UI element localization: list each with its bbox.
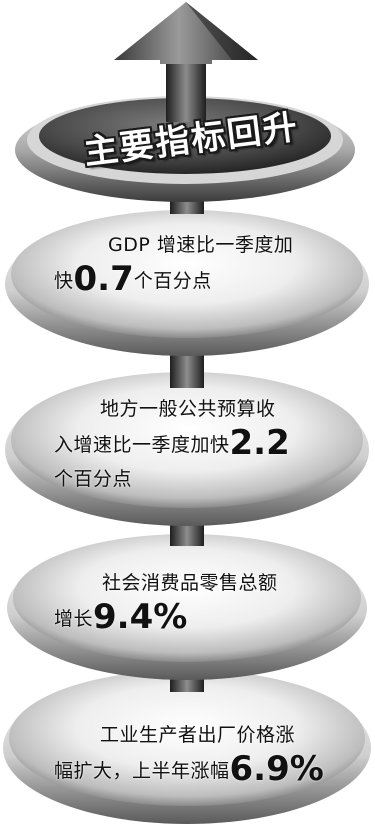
item-4-line2-pre: 幅扩大，上半年涨幅: [54, 760, 230, 782]
item-2-line2: 入增速比一季度加快2.2: [54, 426, 290, 462]
item-2-line2-pre: 入增速比一季度加快: [54, 434, 230, 456]
item-1-value: 0.7: [73, 259, 134, 299]
disc-3: [7, 534, 367, 680]
item-4-line1: 工业生产者出厂价格涨: [100, 724, 296, 746]
item-1-text: GDP 增速比一季度加 快0.7个百分点: [54, 228, 293, 298]
item-3-line2-pre: 增长: [54, 608, 94, 630]
title-cap: [15, 96, 355, 202]
item-1-line2-post: 个百分点: [133, 270, 212, 292]
up-arrow-icon: [114, 2, 258, 122]
item-3-text: 社会消费品零售总额 增长9.4%: [54, 566, 278, 636]
item-2-text: 地方一般公共预算收 入增速比一季度加快2.2 个百分点: [54, 392, 290, 496]
item-1-line2-pre: 快: [54, 270, 74, 292]
item-3-line1: 社会消费品零售总额: [102, 572, 278, 594]
item-4-line2: 幅扩大，上半年涨幅6.9%: [54, 752, 324, 788]
item-3-value: 9.4%: [93, 597, 188, 637]
item-4-value: 6.9%: [229, 749, 324, 789]
disc-1: [5, 210, 369, 356]
item-1-line1: GDP 增速比一季度加: [108, 234, 294, 256]
item-4-text: 工业生产者出厂价格涨 幅扩大，上半年涨幅6.9%: [54, 718, 324, 788]
disc-4: [3, 670, 371, 824]
item-3-line2: 增长9.4%: [54, 600, 278, 636]
item-2-line1: 地方一般公共预算收: [100, 398, 276, 420]
item-1-line2: 快0.7个百分点: [54, 262, 293, 298]
disc-2: [5, 372, 369, 526]
item-2-line3: 个百分点: [54, 468, 133, 490]
item-2-value: 2.2: [229, 423, 290, 463]
